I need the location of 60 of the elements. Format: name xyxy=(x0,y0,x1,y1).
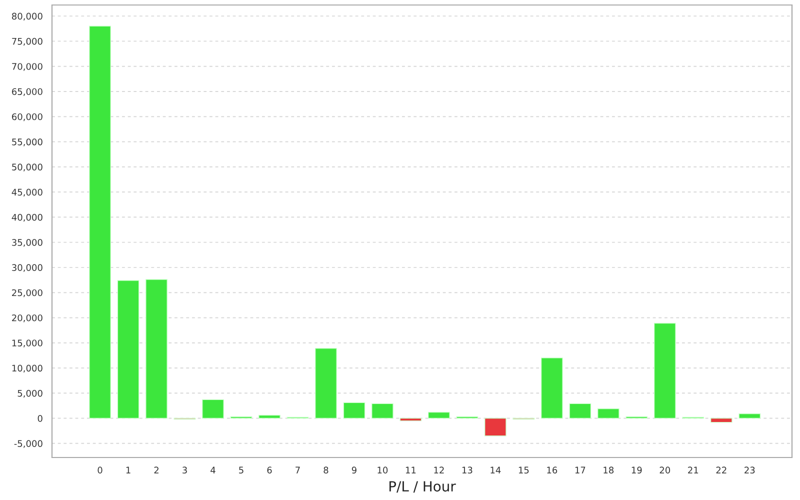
x-tick-label: 9 xyxy=(352,466,356,474)
x-tick-label: 21 xyxy=(688,466,698,474)
y-tick-label: 40,000 xyxy=(12,214,42,222)
x-tick-label: 20 xyxy=(660,466,670,474)
y-tick-label: 5,000 xyxy=(18,390,42,398)
x-tick-label: 11 xyxy=(406,466,416,474)
bar xyxy=(400,418,422,422)
x-tick-label: 4 xyxy=(210,466,216,474)
y-tick-label: 80,000 xyxy=(12,12,42,21)
y-tick-label: 35,000 xyxy=(12,239,42,247)
y-tick-label: 0 xyxy=(38,415,42,422)
bar xyxy=(372,403,394,419)
x-tick-label: 13 xyxy=(462,466,472,474)
y-tick-label: 30,000 xyxy=(12,264,42,272)
bar xyxy=(343,402,366,419)
y-tick-label: 55,000 xyxy=(12,138,42,146)
y-tick-label: 65,000 xyxy=(12,88,42,96)
bar xyxy=(117,280,140,419)
bar xyxy=(202,399,224,419)
bar xyxy=(428,412,450,419)
y-tick-label: 60,000 xyxy=(12,113,42,122)
x-axis-title: P/L / Hour xyxy=(389,481,456,493)
x-tick-label: 23 xyxy=(744,466,755,474)
bar xyxy=(654,322,676,419)
x-tick-label: 8 xyxy=(324,466,328,474)
bar xyxy=(540,358,563,419)
bar xyxy=(315,348,337,419)
bar xyxy=(89,26,111,419)
x-tick-label: 22 xyxy=(716,466,726,474)
x-tick-label: 6 xyxy=(267,466,272,474)
x-tick-label: 3 xyxy=(182,466,187,474)
bar xyxy=(710,418,732,423)
y-tick-label: 75,000 xyxy=(12,38,42,46)
x-tick-label: 7 xyxy=(296,466,300,474)
y-tick-label: 45,000 xyxy=(12,188,42,197)
y-tick-label: 20,000 xyxy=(12,314,42,322)
x-tick-label: 19 xyxy=(632,466,642,474)
y-tick-label: 50,000 xyxy=(12,164,42,172)
y-tick-label: 70,000 xyxy=(12,63,42,71)
x-tick-label: 17 xyxy=(575,466,586,474)
x-tick-label: 16 xyxy=(547,466,558,474)
bar xyxy=(484,418,506,436)
y-tick-label: 25,000 xyxy=(12,289,42,298)
y-tick-label: 10,000 xyxy=(12,364,42,372)
x-tick-label: 2 xyxy=(154,466,158,474)
x-tick-label: 1 xyxy=(126,466,130,474)
bar xyxy=(146,279,168,419)
x-tick-label: 12 xyxy=(434,466,444,474)
x-tick-label: 5 xyxy=(239,466,244,474)
bar xyxy=(597,408,620,419)
bar xyxy=(569,403,592,419)
x-tick-label: 0 xyxy=(98,466,102,474)
bar xyxy=(738,413,761,419)
x-tick-label: 14 xyxy=(490,466,501,474)
y-tick-label: 15,000 xyxy=(12,340,42,348)
x-tick-label: 15 xyxy=(518,466,529,474)
bar xyxy=(258,414,280,419)
y-tick-label: -5,000 xyxy=(14,440,42,448)
x-tick-label: 10 xyxy=(378,466,388,474)
x-tick-label: 18 xyxy=(604,466,614,474)
